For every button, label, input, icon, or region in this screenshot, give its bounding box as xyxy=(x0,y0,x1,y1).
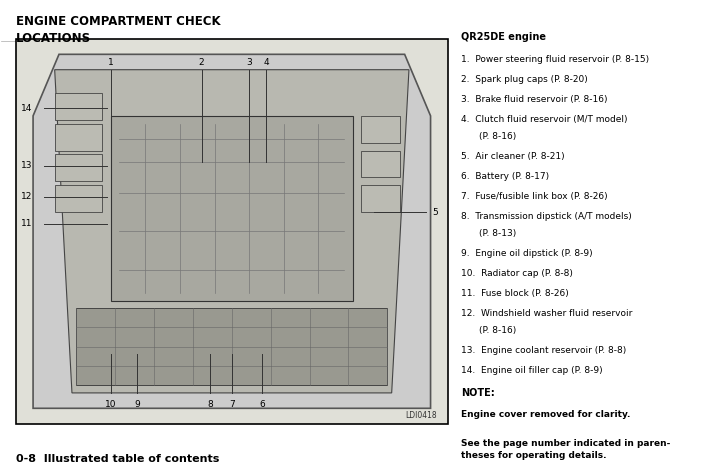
Polygon shape xyxy=(55,70,409,393)
Text: 7.  Fuse/fusible link box (P. 8-26): 7. Fuse/fusible link box (P. 8-26) xyxy=(461,192,607,201)
Text: LDI0418: LDI0418 xyxy=(405,411,437,420)
Bar xyxy=(361,185,400,212)
Bar xyxy=(55,124,102,151)
Text: 5.  Air cleaner (P. 8-21): 5. Air cleaner (P. 8-21) xyxy=(461,152,564,161)
Text: 2.  Spark plug caps (P. 8-20): 2. Spark plug caps (P. 8-20) xyxy=(461,75,587,84)
Text: NOTE:: NOTE: xyxy=(461,388,494,398)
Bar xyxy=(55,185,102,212)
Text: 12.  Windshield washer fluid reservoir: 12. Windshield washer fluid reservoir xyxy=(461,309,632,318)
Text: 14.  Engine oil filler cap (P. 8-9): 14. Engine oil filler cap (P. 8-9) xyxy=(461,366,603,375)
Text: 11: 11 xyxy=(21,219,32,228)
Text: 9.  Engine oil dipstick (P. 8-9): 9. Engine oil dipstick (P. 8-9) xyxy=(461,249,593,258)
Text: 11.  Fuse block (P. 8-26): 11. Fuse block (P. 8-26) xyxy=(461,289,569,298)
Text: 0-8  Illustrated table of contents: 0-8 Illustrated table of contents xyxy=(16,454,219,464)
Text: 3.  Brake fluid reservoir (P. 8-16): 3. Brake fluid reservoir (P. 8-16) xyxy=(461,95,607,104)
Text: 7: 7 xyxy=(229,400,234,409)
Text: QR25DE engine: QR25DE engine xyxy=(461,32,546,42)
Text: 4.  Clutch fluid reservoir (M/T model): 4. Clutch fluid reservoir (M/T model) xyxy=(461,115,628,124)
Text: 14: 14 xyxy=(21,104,32,113)
Bar xyxy=(55,154,102,181)
Polygon shape xyxy=(33,54,430,408)
Text: 9: 9 xyxy=(134,400,140,409)
Bar xyxy=(361,151,400,177)
Bar xyxy=(361,116,400,143)
Text: (P. 8-13): (P. 8-13) xyxy=(479,229,516,238)
Text: 10: 10 xyxy=(105,400,116,409)
Text: See the page number indicated in paren-
theses for operating details.: See the page number indicated in paren- … xyxy=(461,439,670,460)
Bar xyxy=(55,93,102,120)
Text: 3: 3 xyxy=(246,58,252,67)
Text: Engine cover removed for clarity.: Engine cover removed for clarity. xyxy=(461,410,630,419)
Text: 10.  Radiator cap (P. 8-8): 10. Radiator cap (P. 8-8) xyxy=(461,269,573,278)
Text: 8.  Transmission dipstick (A/T models): 8. Transmission dipstick (A/T models) xyxy=(461,212,632,221)
Text: 6: 6 xyxy=(259,400,265,409)
Bar xyxy=(111,116,353,301)
Text: 4: 4 xyxy=(264,58,269,67)
Text: (P. 8-16): (P. 8-16) xyxy=(479,133,516,142)
Text: ENGINE COMPARTMENT CHECK
LOCATIONS: ENGINE COMPARTMENT CHECK LOCATIONS xyxy=(16,16,221,45)
Text: 13: 13 xyxy=(21,161,32,170)
Text: (P. 8-16): (P. 8-16) xyxy=(479,326,516,335)
Bar xyxy=(76,308,387,385)
Text: 2: 2 xyxy=(199,58,205,67)
Text: 13.  Engine coolant reservoir (P. 8-8): 13. Engine coolant reservoir (P. 8-8) xyxy=(461,346,626,355)
Text: 5: 5 xyxy=(432,208,438,217)
Text: 1: 1 xyxy=(108,58,114,67)
Text: 8: 8 xyxy=(207,400,213,409)
Text: 1.  Power steering fluid reservoir (P. 8-15): 1. Power steering fluid reservoir (P. 8-… xyxy=(461,56,649,65)
Text: 12: 12 xyxy=(21,192,32,201)
Text: 6.  Battery (P. 8-17): 6. Battery (P. 8-17) xyxy=(461,172,549,181)
FancyBboxPatch shape xyxy=(16,39,448,424)
